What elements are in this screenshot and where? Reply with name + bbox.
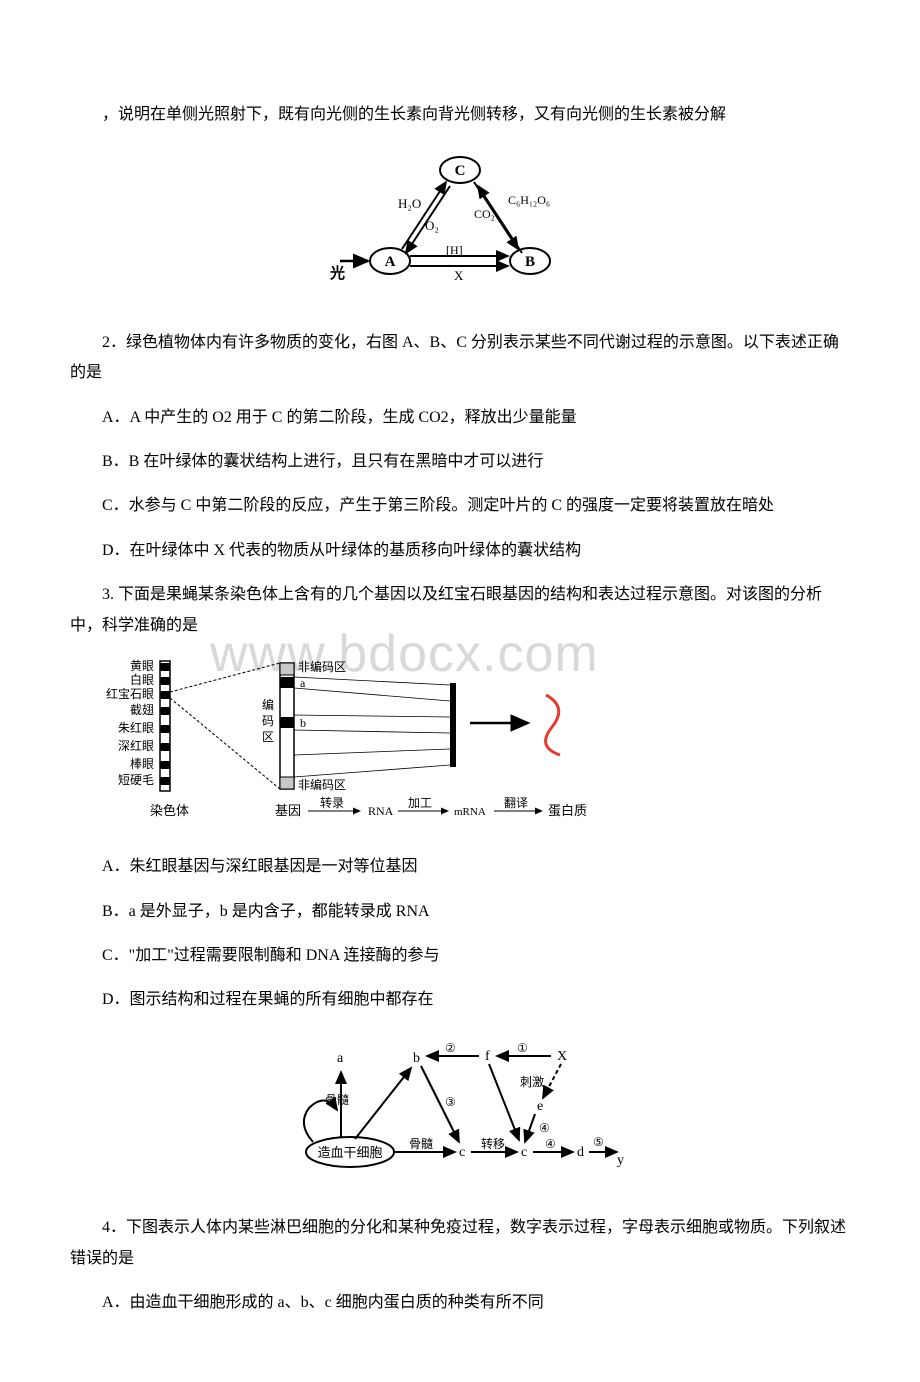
q3-stem: 3. 下面是果蝇某条染色体上含有的几个基因以及红宝石眼基因的结构和表达过程示意图…	[70, 580, 850, 641]
figure-q4: 造血干细胞 a 骨髓 b c 骨髓 f X ① ② ③	[70, 1034, 850, 1195]
trait-4: 朱红眼	[118, 720, 154, 735]
node-c2: c	[521, 1145, 527, 1160]
gene-coding-1: 编	[262, 697, 274, 712]
num-1: ①	[517, 1041, 528, 1055]
triangle-diagram: C A B H₂O O₂ CO₂ C₆H₁₂O₆ [H] X 光	[330, 148, 590, 298]
q3-option-a: A．朱红眼基因与深红眼基因是一对等位基因	[70, 852, 850, 882]
trait-2: 红宝石眼	[106, 686, 154, 701]
edge-h2o-label: H₂O	[398, 196, 421, 211]
gene-coding-3: 区	[262, 730, 274, 744]
figure-1: C A B H₂O O₂ CO₂ C₆H₁₂O₆ [H] X 光	[70, 148, 850, 309]
q2-option-a: A．A 中产生的 O2 用于 C 的第二阶段，生成 CO2，释放出少量能量	[70, 403, 850, 433]
gene-noncoding-bottom: 非编码区	[298, 777, 346, 792]
flow-protein: 蛋白质	[548, 803, 587, 818]
node-a: a	[337, 1051, 344, 1066]
node-b: b	[413, 1051, 420, 1066]
num-4b: ④	[545, 1137, 556, 1151]
transfer-label: 转移	[481, 1136, 505, 1151]
node-a-label: A	[385, 254, 396, 270]
gene-noncoding-top: 非编码区	[298, 659, 346, 674]
page-content: ，说明在单侧光照射下，既有向光侧的生长素向背光侧转移，又有向光侧的生长素被分解 …	[70, 100, 850, 1318]
gene-a: a	[300, 676, 306, 690]
flow-translate: 翻译	[504, 796, 528, 810]
node-e: e	[537, 1099, 543, 1114]
edge-co2-label: CO₂	[474, 207, 495, 221]
q4-option-a: A．由造血干细胞形成的 a、b、c 细胞内蛋白质的种类有所不同	[70, 1288, 850, 1318]
flow-process: 加工	[408, 796, 432, 810]
q2-option-b: B．B 在叶绿体的囊状结构上进行，且只有在黑暗中才可以进行	[70, 447, 850, 477]
trait-1: 白眼	[130, 672, 154, 687]
trait-6: 棒眼	[130, 757, 154, 771]
q2-option-d: D．在叶绿体中 X 代表的物质从叶绿体的基质移向叶绿体的囊状结构	[70, 536, 850, 566]
num-5: ⑤	[593, 1135, 604, 1149]
marrow1-label: 骨髓	[325, 1093, 349, 1107]
node-d: d	[577, 1145, 584, 1160]
trait-3: 截翅	[130, 702, 154, 717]
q4-stem: 4．下图表示人体内某些淋巴细胞的分化和某种免疫过程，数字表示过程，字母表示细胞或…	[70, 1213, 850, 1274]
gene-diagram: 黄眼 白眼 红宝石眼 截翅 朱红眼 深红眼 棒眼 短硬毛 非编码区 a 编 码 …	[90, 655, 710, 835]
node-x: X	[557, 1049, 567, 1064]
num-3: ③	[445, 1095, 456, 1109]
node-b-label: B	[525, 254, 535, 270]
node-c-label: C	[455, 163, 466, 179]
edge-h-label: [H]	[446, 243, 463, 257]
node-c: c	[459, 1145, 465, 1160]
flow-rna: RNA	[368, 804, 394, 818]
num-2: ②	[445, 1041, 456, 1055]
intro-paragraph: ，说明在单侧光照射下，既有向光侧的生长素向背光侧转移，又有向光侧的生长素被分解	[70, 100, 850, 130]
node-f: f	[485, 1049, 490, 1064]
num-4a: ④	[539, 1121, 550, 1135]
immune-diagram: 造血干细胞 a 骨髓 b c 骨髓 f X ① ② ③	[295, 1034, 625, 1184]
flow-chromosome: 染色体	[150, 803, 189, 818]
edge-x-label: X	[454, 268, 464, 283]
trait-5: 深红眼	[118, 738, 154, 753]
edge-c6-label: C₆H₁₂O₆	[508, 193, 550, 207]
trait-0: 黄眼	[130, 659, 154, 673]
q2-option-c: C．水参与 C 中第二阶段的反应，产生于第三阶段。测定叶片的 C 的强度一定要将…	[70, 491, 850, 521]
node-y: y	[617, 1153, 624, 1168]
trait-7: 短硬毛	[118, 773, 154, 787]
gene-coding-2: 码	[262, 714, 274, 728]
gene-b: b	[300, 716, 306, 730]
hsc-label: 造血干细胞	[317, 1145, 382, 1160]
q2-stem: 2．绿色植物体内有许多物质的变化，右图 A、B、C 分别表示某些不同代谢过程的示…	[70, 328, 850, 389]
q3-option-c: C．"加工"过程需要限制酶和 DNA 连接酶的参与	[70, 941, 850, 971]
flow-transcribe: 转录	[320, 795, 344, 810]
jili-label: 刺激	[520, 1075, 544, 1089]
figure-q3: 黄眼 白眼 红宝石眼 截翅 朱红眼 深红眼 棒眼 短硬毛 非编码区 a 编 码 …	[90, 655, 850, 846]
flow-gene: 基因	[275, 803, 301, 818]
light-label: 光	[330, 264, 345, 282]
edge-o2-label: O₂	[425, 218, 439, 233]
q3-option-b: B．a 是外显子，b 是内含子，都能转录成 RNA	[70, 897, 850, 927]
marrow2-label: 骨髓	[409, 1137, 433, 1151]
q3-option-d: D．图示结构和过程在果蝇的所有细胞中都存在	[70, 985, 850, 1015]
flow-mrna: mRNA	[454, 806, 486, 818]
